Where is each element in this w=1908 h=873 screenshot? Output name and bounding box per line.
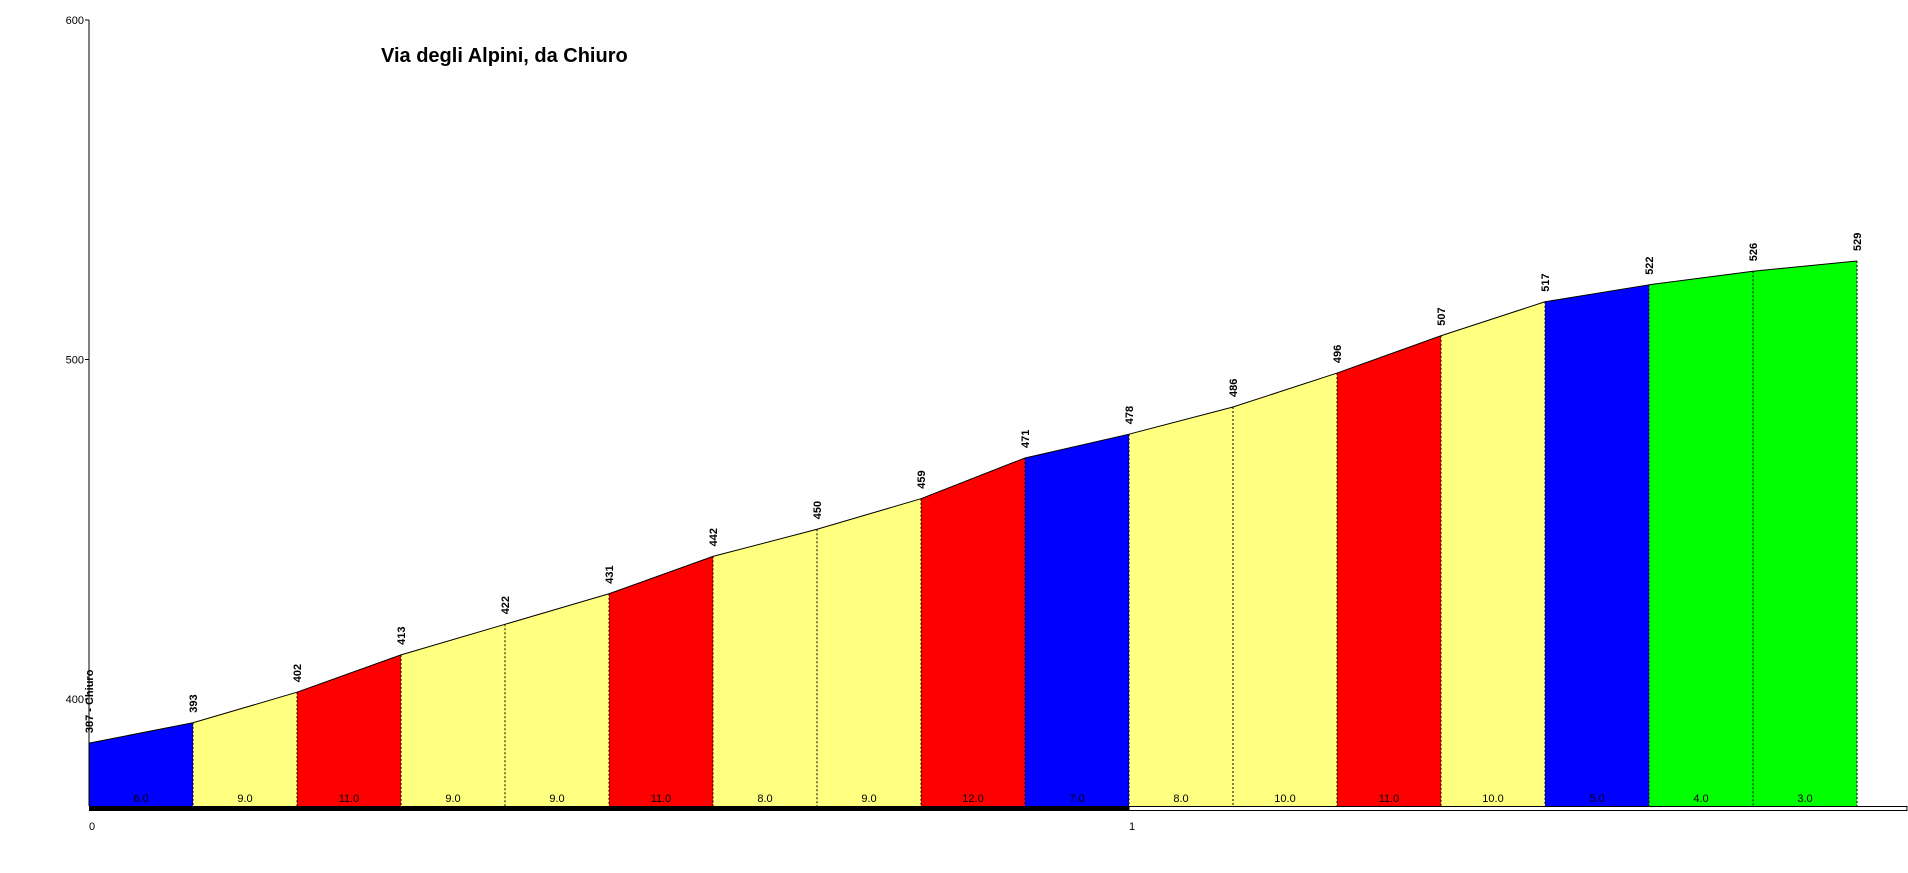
x-tick-label: 0: [89, 821, 95, 833]
profile-segment: [1233, 373, 1337, 806]
gradient-label: 6.0: [133, 793, 148, 805]
x-tick-label: 1: [1129, 821, 1135, 833]
profile-line-layer: [88, 260, 1858, 744]
profile-segment: [1545, 284, 1649, 806]
altitude-label: 413: [396, 627, 408, 645]
altitude-label: 387 - Chiuro: [84, 669, 96, 733]
gradient-label: 11.0: [651, 793, 672, 805]
gradient-label: 12.0: [962, 793, 983, 805]
altitude-label: 422: [500, 596, 512, 614]
profile-segment: [1649, 271, 1753, 807]
altitude-label: 496: [1332, 345, 1344, 363]
y-tick-label: 600: [66, 15, 84, 27]
y-tick-label: 400: [66, 694, 84, 706]
profile-segment: [1441, 301, 1545, 806]
segment-dividers: [192, 261, 1858, 806]
gradient-label: 9.0: [445, 793, 460, 805]
profile-segment: [297, 654, 401, 806]
altitude-label: 431: [604, 565, 616, 583]
gradient-label: 5.0: [1589, 793, 1604, 805]
altitude-label: 471: [1020, 430, 1032, 448]
profile-segment: [193, 692, 297, 806]
gradient-label: 9.0: [861, 793, 876, 805]
profile-segment: [1025, 434, 1129, 806]
gradient-label: 10.0: [1274, 793, 1295, 805]
gradient-label: 8.0: [1173, 793, 1188, 805]
gradient-label: 8.0: [757, 793, 772, 805]
distance-bar-km2: [1128, 806, 1908, 811]
gradient-label: 11.0: [339, 793, 360, 805]
profile-segment: [609, 556, 713, 806]
altitude-label: 459: [916, 470, 928, 488]
altitude-label: 486: [1228, 379, 1240, 397]
distance-bar-km1: [89, 806, 1129, 811]
altitude-label: 522: [1644, 256, 1656, 274]
profile-segment: [921, 457, 1025, 806]
altitude-label: 450: [812, 501, 824, 519]
profile-segment: [1129, 407, 1233, 806]
altitude-label: 529: [1852, 233, 1864, 251]
profile-segment: [1337, 335, 1441, 806]
profile-segment: [89, 722, 193, 806]
gradient-label: 4.0: [1693, 793, 1708, 805]
profile-segment: [401, 624, 505, 806]
gradient-label: 10.0: [1482, 793, 1503, 805]
gradient-label: 11.0: [1379, 793, 1400, 805]
gradient-label: 9.0: [549, 793, 564, 805]
profile-segment: [713, 529, 817, 806]
profile-segments: [89, 261, 1857, 807]
profile-segment: [1753, 261, 1857, 806]
labels: 6.0 9.0 11.0 9.0 9.0 11.0 8.0 9.0 12.0 7.0 8.0 10.0…: [84, 233, 1864, 805]
axes: 400 500 600 0 1: [66, 15, 1908, 833]
profile-line: [88, 260, 1858, 744]
gradient-label: 7.0: [1069, 793, 1084, 805]
altitude-label: 402: [292, 664, 304, 682]
y-tick-label: 500: [66, 355, 84, 367]
altitude-label: 526: [1748, 243, 1760, 261]
altitude-label: 507: [1436, 307, 1448, 325]
profile-segment: [505, 593, 609, 806]
gradient-label: 3.0: [1797, 793, 1812, 805]
altitude-label: 478: [1124, 406, 1136, 424]
profile-segment: [817, 498, 921, 806]
altitude-label: 393: [188, 694, 200, 712]
gradient-label: 9.0: [237, 793, 252, 805]
altitude-label: 517: [1540, 273, 1552, 291]
altitude-label: 442: [708, 528, 720, 546]
chart-title: Via degli Alpini, da Chiuro: [381, 45, 628, 67]
